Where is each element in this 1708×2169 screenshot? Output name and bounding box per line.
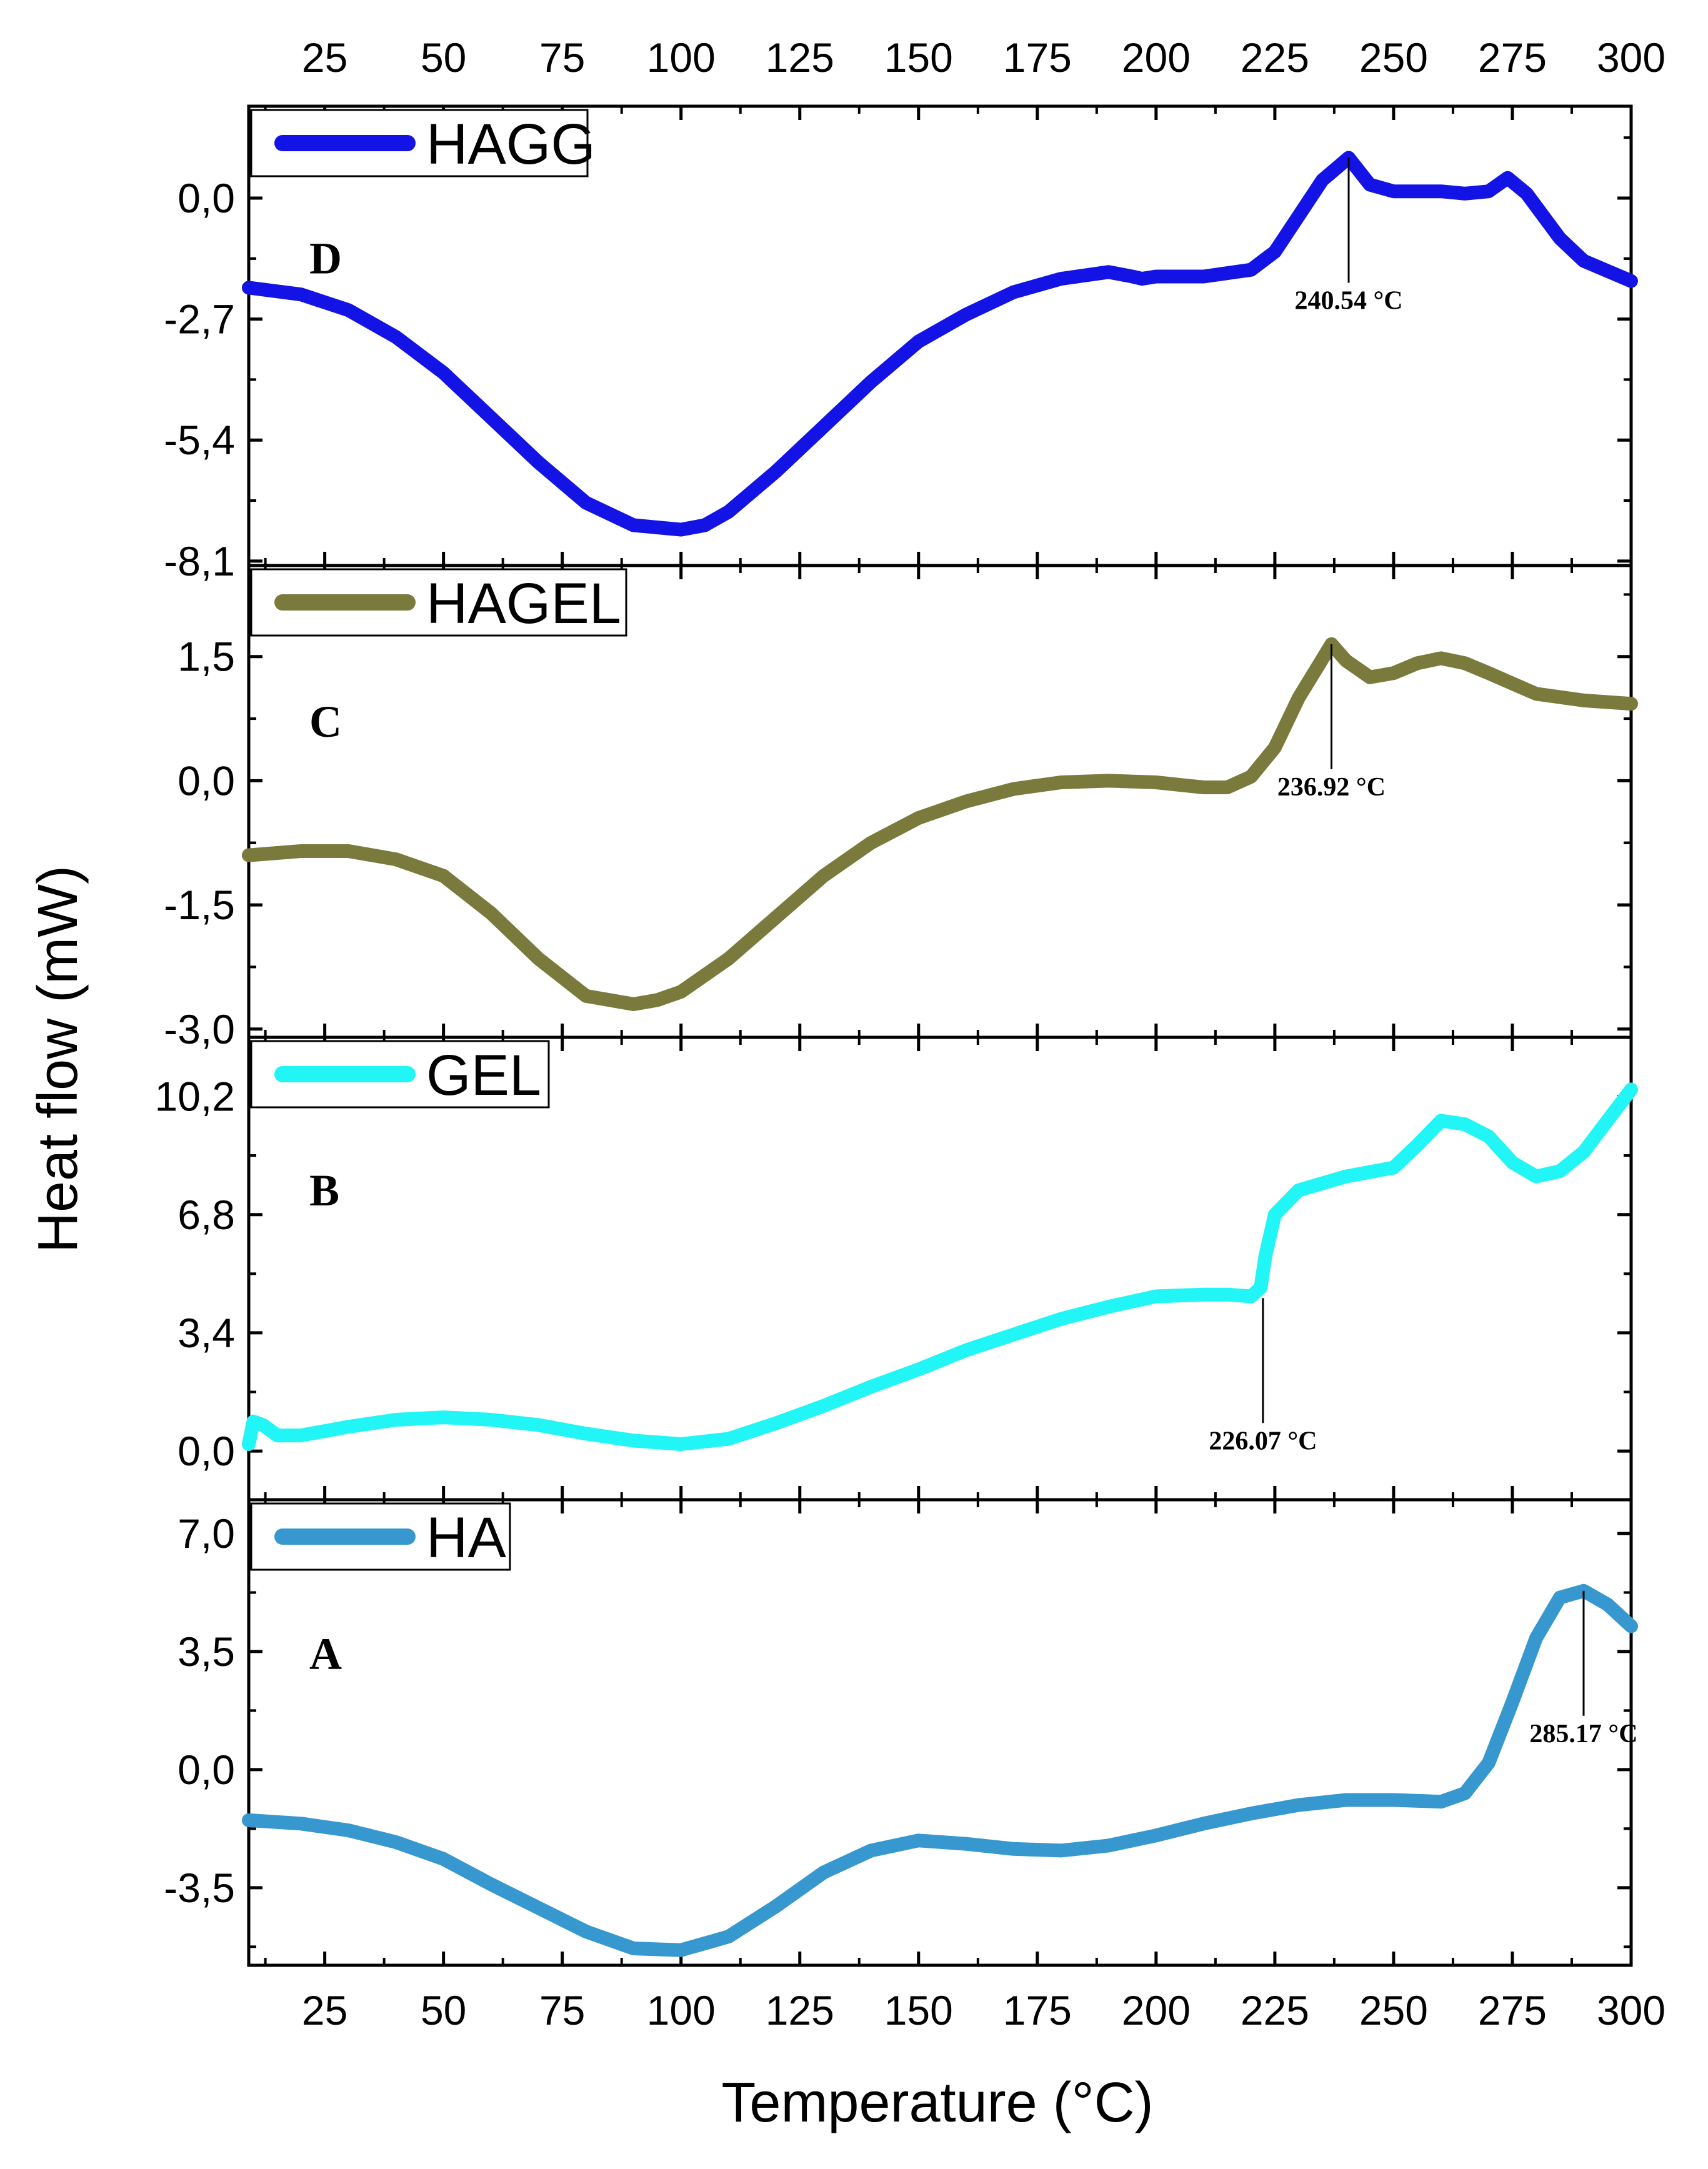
- series-line-gel: [242, 1082, 1638, 1451]
- annotation-label: 285.17 °C: [1529, 1720, 1637, 1748]
- y-tick-label: -3,0: [164, 1006, 235, 1052]
- x-tick-label-top: 225: [1241, 34, 1309, 81]
- panels-layer: 0,0 -2,7 -5,4 -8,1 HAGG D 240.54 °C 1,5 0,0 -1,5 -…: [155, 104, 1638, 1967]
- x-tick-label: 225: [1241, 1987, 1309, 2033]
- y-tick-label: 0,0: [177, 1428, 235, 1474]
- legend-label: HA: [426, 1506, 506, 1570]
- y-tick-label: 7,0: [177, 1510, 235, 1557]
- x-tick-label: 250: [1359, 1987, 1428, 2033]
- x-tick-label-top: 175: [1003, 34, 1072, 81]
- panel-C: 1,5 0,0 -1,5 -3,0 HAGEL C 236.92 °C: [164, 564, 1638, 1052]
- x-tick-label-top: 100: [647, 34, 716, 81]
- x-tick-label: 75: [539, 1987, 585, 2033]
- x-tick-label: 50: [421, 1987, 466, 2033]
- x-tick-label-top: 25: [302, 34, 347, 81]
- legend-label: GEL: [426, 1044, 541, 1107]
- y-tick-label: 3,5: [177, 1628, 235, 1675]
- panel-B: 10,2 6,8 3,4 0,0 GEL B 226.07 °C: [155, 1035, 1638, 1502]
- x-tick-label-top: 250: [1359, 34, 1428, 81]
- panel-letter: A: [309, 1629, 342, 1679]
- annotation-label: 236.92 °C: [1277, 773, 1386, 802]
- y-tick-label: -2,7: [164, 296, 235, 342]
- x-tick-label-top: 125: [766, 34, 834, 81]
- x-tick-label: 175: [1003, 1987, 1072, 2033]
- legend-label: HAGEL: [426, 572, 621, 636]
- legend-label: HAGG: [426, 112, 596, 176]
- panel-frame: [247, 1498, 1633, 1967]
- x-tick-label-top: 275: [1478, 34, 1547, 81]
- y-tick-label: -5,4: [164, 417, 235, 463]
- series-line-hagg: [242, 151, 1638, 537]
- y-tick-label: 10,2: [155, 1074, 235, 1120]
- series-line-ha: [242, 1583, 1638, 1957]
- x-tick-label-top: 150: [884, 34, 953, 81]
- panel-D: 0,0 -2,7 -5,4 -8,1 HAGG D 240.54 °C: [164, 104, 1638, 584]
- y-axis-title: Heat flow (mW): [27, 865, 89, 1253]
- bottom-x-axis: 25 50 75 100 125 150 175 200 225 250 275 300: [302, 1987, 1666, 2033]
- annotation-label: 226.07 °C: [1209, 1427, 1317, 1455]
- y-tick-label: 0,0: [177, 1747, 235, 1793]
- x-tick-label-top: 50: [421, 34, 466, 81]
- top-x-axis: 25 50 75 100 125 150 175 200 225 250 275 300: [302, 34, 1666, 81]
- x-axis-title: Temperature (°C): [721, 2072, 1153, 2134]
- x-tick-label-top: 75: [539, 34, 585, 81]
- panel-letter: B: [309, 1165, 339, 1215]
- x-tick-label: 275: [1478, 1987, 1547, 2033]
- y-tick-label: 6,8: [177, 1192, 235, 1238]
- panel-letter: C: [309, 697, 342, 747]
- y-tick-label: -3,5: [164, 1865, 235, 1911]
- annotation-label: 240.54 °C: [1294, 286, 1402, 315]
- y-tick-label: 3,4: [177, 1310, 235, 1356]
- y-tick-label: 1,5: [177, 634, 235, 680]
- x-tick-label: 150: [884, 1987, 953, 2033]
- y-tick-label: 0,0: [177, 175, 235, 221]
- x-tick-label: 100: [647, 1987, 716, 2033]
- y-tick-label: -1,5: [164, 882, 235, 928]
- x-tick-label-top: 300: [1597, 34, 1666, 81]
- x-tick-label-top: 200: [1122, 34, 1191, 81]
- x-tick-label: 125: [766, 1987, 834, 2033]
- series-line-hagel: [242, 637, 1638, 1011]
- y-tick-label: 0,0: [177, 757, 235, 804]
- y-tick-label: -8,1: [164, 538, 235, 584]
- x-tick-label: 25: [302, 1987, 347, 2033]
- panel-letter: D: [309, 234, 342, 284]
- x-tick-label: 300: [1597, 1987, 1666, 2033]
- x-tick-label: 200: [1122, 1987, 1191, 2033]
- panel-A: 7,0 3,5 0,0 -3,5 HA A 285.17 °C: [164, 1498, 1638, 1967]
